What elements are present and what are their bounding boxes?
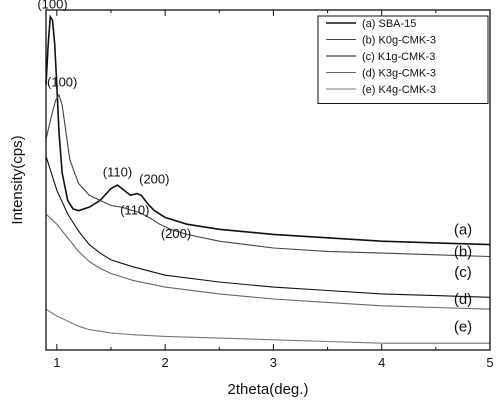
legend-entry-2: (b) K0g-CMK-3 [362,35,436,47]
peak-annotation-3: (110) [103,165,132,180]
peak-annotation-6: (200) [161,226,191,241]
curve-label-4: (d) [454,291,472,308]
legend-entry-3: (c) K1g-CMK-3 [362,51,435,63]
x-tick-label: 4 [378,355,385,370]
series-line-1 [45,14,491,246]
x-tick-label: 2 [162,355,169,370]
series-line-2 [45,93,491,258]
x-tick-label: 5 [486,355,493,370]
peak-annotation-2: (100) [47,75,77,90]
peak-annotation-1: (100) [37,0,67,11]
x-axis-label: 2theta(deg.) [228,381,309,398]
tick-layer: 1 2 3 4 5 [53,10,494,370]
y-axis-label: Intensity(cps) [9,135,26,224]
legend-entry-4: (d) K3g-CMK-3 [362,68,436,80]
peak-annotation-4: (200) [139,171,169,186]
x-tick-label: 3 [270,355,277,370]
x-tick-label: 1 [53,355,60,370]
peak-annotation-5: (110) [120,203,149,218]
curve-label-3: (c) [454,264,472,281]
curve-label-1: (a) [454,221,472,238]
legend-entry-5: (e) K4g-CMK-3 [362,84,436,96]
curve-label-5: (e) [454,318,472,335]
series-layer [45,14,491,344]
series-line-4 [45,213,491,310]
plot-frame [45,9,491,351]
series-line-3 [45,156,491,298]
curve-labels: (a) (b) (c) (d) (e) [454,221,472,335]
legend: (a) SBA-15 (b) K0g-CMK-3 (c) K1g-CMK-3 (d) … [317,15,489,104]
annotation-layer: (100) (100) (110) (200) (110) (200) [37,0,191,241]
series-line-5 [45,308,490,344]
legend-entry-1: (a) SBA-15 [362,18,416,30]
curve-label-2: (b) [454,244,472,261]
